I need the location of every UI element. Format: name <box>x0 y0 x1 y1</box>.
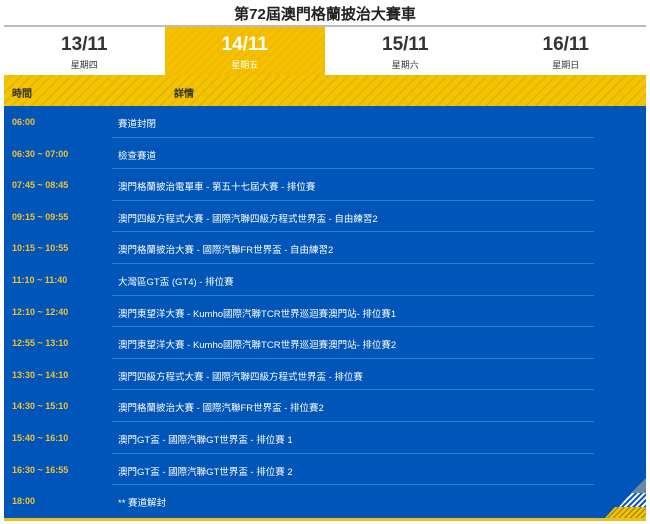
divider <box>4 25 646 27</box>
row-time: 06:00 <box>12 117 36 127</box>
row-time: 11:10 ~ 11:40 <box>12 274 68 285</box>
tab-date: 14/11 <box>221 34 269 55</box>
row-divider <box>112 420 594 422</box>
row-time: 10:15 ~ 10:55 <box>12 243 69 254</box>
table-row: 13:30 ~ 14:10 澳門四級方程式大賽 - 國際汽聯四級方程式世界盃 - … <box>4 359 646 391</box>
row-time: 15:40 ~ 16:10 <box>12 432 69 443</box>
row-divider <box>112 389 594 391</box>
row-time: 12:10 ~ 12:40 <box>12 306 69 317</box>
row-event: 大灣區GT盃 (GT4) - 排位賽 <box>118 276 234 288</box>
table-row: 15:40 ~ 16:10 澳門GT盃 - 國際汽聯GT世界盃 - 排位賽 1 <box>4 422 646 454</box>
table-row: 09:15 ~ 09:55 澳門四級方程式大賽 - 國際汽聯四級方程式世界盃 - … <box>4 201 646 233</box>
tab-date: 15/11 <box>382 34 429 55</box>
date-tabs: 13/11 星期四 14/11 星期五 15/11 星期六 16/11 星期日 <box>4 27 646 75</box>
tab-14-11[interactable]: 14/11 星期五 <box>164 27 325 75</box>
row-event: ** 賽道解封 <box>118 498 167 510</box>
tab-weekday: 星期日 <box>552 60 580 70</box>
row-event: 檢查賽道 <box>118 150 157 162</box>
row-divider <box>112 231 594 233</box>
row-divider <box>112 168 594 170</box>
tab-date: 16/11 <box>542 34 590 55</box>
row-divider <box>112 262 594 264</box>
page-title: 第72屆澳門格蘭披治大賽車 <box>234 6 416 23</box>
row-event: 澳門格蘭披治大賽 - 國際汽聯FR世界盃 - 排位賽2 <box>118 403 324 415</box>
row-time: 18:00 <box>12 496 36 507</box>
table-row: 14:30 ~ 15:10 澳門格蘭披治大賽 - 國際汽聯FR世界盃 - 排位賽2 <box>4 390 646 422</box>
row-event: 澳門東望洋大賽 - Kumho國際汽聯TCR世界巡迴賽澳門站- 排位賽2 <box>118 340 397 352</box>
row-event: 澳門格蘭披治電單車 - 第五十七屆大賽 - 排位賽 <box>118 182 316 194</box>
table-row: 12:55 ~ 13:10 澳門東望洋大賽 - Kumho國際汽聯TCR世界巡迴賽… <box>4 327 646 359</box>
table-row: 11:10 ~ 11:40 大灣區GT盃 (GT4) - 排位賽 <box>4 264 646 296</box>
table-row: 07:45 ~ 08:45 澳門格蘭披治電單車 - 第五十七屆大賽 - 排位賽 <box>4 169 646 201</box>
row-divider <box>112 136 594 138</box>
row-time: 12:55 ~ 13:10 <box>12 338 69 349</box>
tab-weekday: 星期四 <box>70 60 98 70</box>
row-time: 06:30 ~ 07:00 <box>12 148 69 159</box>
tab-16-11[interactable]: 16/11 星期日 <box>486 27 647 75</box>
schedule-table: 06:00 賽道封閉 06:30 ~ 07:00 檢查賽道 07:45 ~ 08:45 澳… <box>4 106 646 521</box>
decorative-stripes-icon <box>605 478 646 518</box>
row-divider <box>112 326 594 328</box>
row-event: 澳門GT盃 - 國際汽聯GT世界盃 - 排位賽 1 <box>118 434 293 446</box>
row-divider <box>112 357 594 359</box>
row-event: 賽道封閉 <box>118 119 157 130</box>
header-details: 詳情 <box>174 89 194 100</box>
row-divider <box>112 294 594 296</box>
row-event: 澳門格蘭披治大賽 - 國際汽聯FR世界盃 - 自由練習2 <box>118 245 334 257</box>
row-divider <box>112 452 594 454</box>
row-divider <box>112 199 594 201</box>
table-row: 06:30 ~ 07:00 檢查賽道 <box>4 138 646 170</box>
tab-weekday: 星期五 <box>231 60 259 70</box>
table-header: 時間 詳情 <box>4 75 646 106</box>
row-time: 13:30 ~ 14:10 <box>12 369 69 380</box>
table-row: 18:00 ** 賽道解封 <box>4 485 646 517</box>
tab-weekday: 星期六 <box>391 60 419 70</box>
row-time: 09:15 ~ 09:55 <box>12 211 69 222</box>
row-event: 澳門東望洋大賽 - Kumho國際汽聯TCR世界巡迴賽澳門站- 排位賽1 <box>118 308 397 320</box>
tab-15-11[interactable]: 15/11 星期六 <box>325 27 486 75</box>
row-divider <box>112 484 594 486</box>
tab-date: 13/11 <box>61 34 108 55</box>
row-time: 07:45 ~ 08:45 <box>12 180 69 191</box>
header-time: 時間 <box>12 89 32 100</box>
row-event: 澳門GT盃 - 國際汽聯GT世界盃 - 排位賽 2 <box>118 466 293 478</box>
row-event: 澳門四級方程式大賽 - 國際汽聯四級方程式世界盃 - 排位賽 <box>118 371 363 383</box>
row-time: 16:30 ~ 16:55 <box>12 464 69 475</box>
table-row: 10:15 ~ 10:55 澳門格蘭披治大賽 - 國際汽聯FR世界盃 - 自由練習… <box>4 232 646 264</box>
table-row: 06:00 賽道封閉 <box>4 106 646 138</box>
row-time: 14:30 ~ 15:10 <box>12 401 69 412</box>
tab-13-11[interactable]: 13/11 星期四 <box>4 27 165 75</box>
table-row: 16:30 ~ 16:55 澳門GT盃 - 國際汽聯GT世界盃 - 排位賽 2 <box>4 454 646 486</box>
table-row: 12:10 ~ 12:40 澳門東望洋大賽 - Kumho國際汽聯TCR世界巡迴賽… <box>4 296 646 328</box>
row-event: 澳門四級方程式大賽 - 國際汽聯四級方程式世界盃 - 自由練習2 <box>118 213 378 225</box>
